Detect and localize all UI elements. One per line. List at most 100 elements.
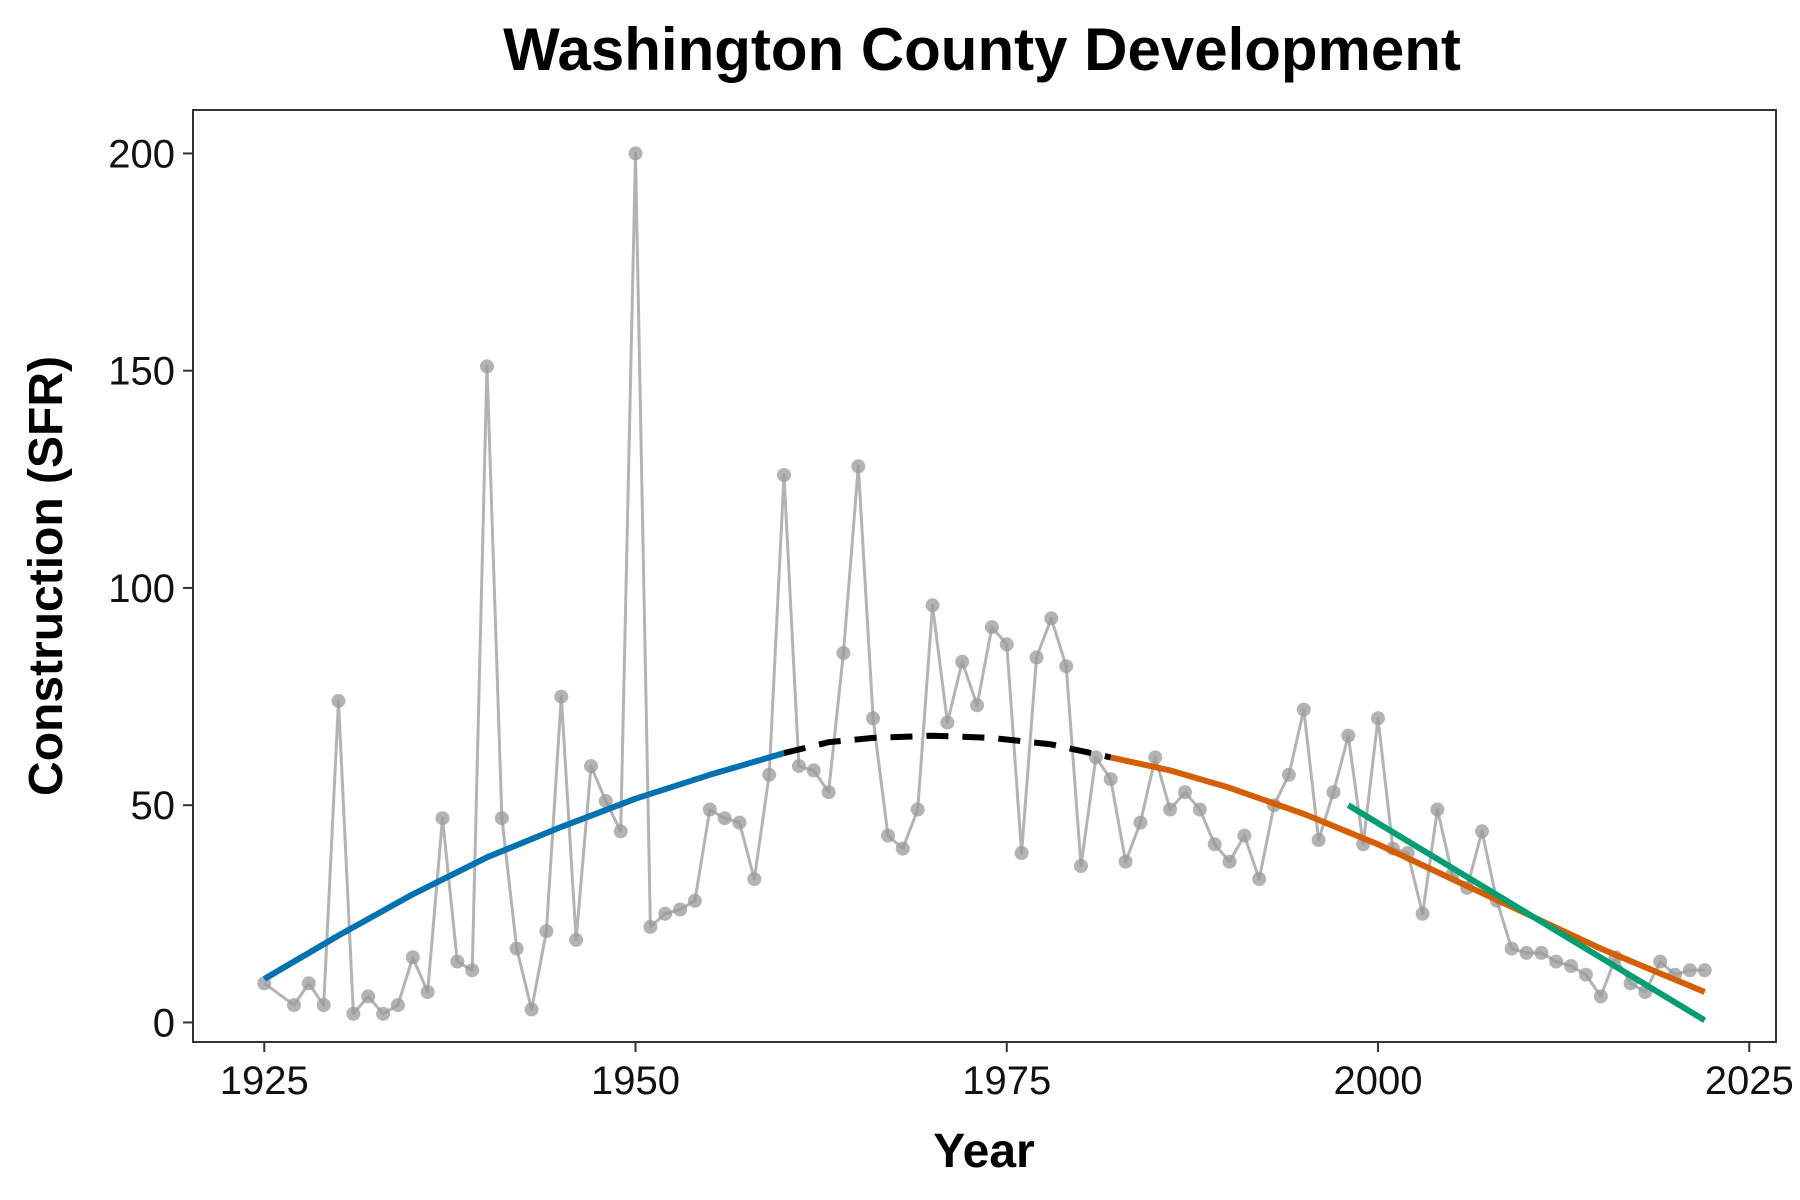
chart-title: Washington County Development <box>503 16 1461 83</box>
x-tick-label: 1925 <box>220 1059 309 1103</box>
observed-data-point <box>569 932 584 947</box>
observed-data-point <box>494 811 509 826</box>
observed-data-point <box>821 785 836 800</box>
observed-data-point <box>1341 728 1356 743</box>
observed-data-point <box>524 1002 539 1017</box>
observed-data-point <box>1222 854 1237 869</box>
observed-data-point <box>1103 772 1118 787</box>
observed-data-point <box>1014 846 1029 860</box>
observed-data-point <box>1133 815 1148 830</box>
observed-data-point <box>999 637 1014 652</box>
observed-data-point <box>895 841 910 856</box>
fit-curve-3 <box>1110 754 1706 995</box>
observed-data-point <box>1296 702 1311 717</box>
y-axis: 0 50 100 150 200 <box>108 132 193 1045</box>
observed-data-point <box>940 715 955 730</box>
observed-data-point <box>450 954 465 969</box>
observed-data-point <box>1326 785 1341 800</box>
observed-data-point <box>628 146 643 161</box>
observed-data-point <box>1192 802 1207 817</box>
fit-curve-2 <box>783 732 1112 761</box>
observed-data-point <box>1578 967 1593 982</box>
observed-data-point <box>1252 872 1267 887</box>
observed-data-point <box>598 793 613 808</box>
observed-data-point <box>287 998 301 1013</box>
observed-data-point <box>1475 824 1489 839</box>
observed-data-point <box>1118 854 1133 869</box>
observed-data-point <box>613 824 628 839</box>
observed-data-point <box>539 924 554 939</box>
observed-data-point <box>509 941 524 956</box>
observed-data-point <box>1504 941 1519 956</box>
y-tick-label: 100 <box>108 567 175 611</box>
observed-data-point <box>1178 785 1192 800</box>
observed-data-point <box>881 828 895 843</box>
observed-data-point <box>1415 906 1430 921</box>
observed-data-point <box>791 759 806 774</box>
observed-data-point <box>1519 945 1534 960</box>
observed-data-point <box>970 698 985 713</box>
observed-data-point <box>331 693 346 708</box>
observed-data-point <box>777 468 791 482</box>
observed-data-point <box>910 802 925 817</box>
observed-data-point <box>1564 959 1579 973</box>
x-tick-label: 2025 <box>1705 1059 1794 1103</box>
observed-data-point <box>1281 767 1296 782</box>
observed-data-point <box>762 767 777 782</box>
observed-data-point <box>1074 859 1088 873</box>
observed-data-point <box>1371 711 1385 726</box>
observed-data-point <box>1311 833 1326 847</box>
y-tick-label: 150 <box>108 350 175 394</box>
observed-data-point <box>836 646 851 661</box>
plot-marks <box>257 146 1712 1023</box>
observed-data-point <box>1593 989 1608 1004</box>
observed-data-point <box>925 598 940 613</box>
observed-data-point <box>1549 954 1564 969</box>
observed-data-point <box>955 654 970 669</box>
observed-data-point <box>584 759 598 774</box>
x-tick-label: 1950 <box>591 1059 680 1103</box>
observed-data-point <box>405 950 420 965</box>
observed-data-point <box>316 998 331 1013</box>
observed-data-point <box>1207 837 1222 852</box>
x-tick-label: 2000 <box>1334 1059 1423 1103</box>
observed-data-point <box>984 620 999 635</box>
observed-data-point <box>643 919 658 934</box>
observed-data-point <box>480 359 494 374</box>
observed-data-point <box>673 902 688 917</box>
observed-data-point <box>1029 650 1044 665</box>
observed-data-point <box>851 459 866 474</box>
observed-data-point <box>747 872 762 887</box>
observed-data-point <box>301 976 316 991</box>
observed-data-point <box>702 802 717 817</box>
fit-curve-1 <box>262 750 785 982</box>
observed-data-point <box>435 811 450 826</box>
y-tick-label: 0 <box>153 1001 175 1045</box>
observed-data-point <box>420 985 435 999</box>
observed-data-point <box>1534 945 1549 960</box>
observed-data-point <box>1163 802 1178 817</box>
observed-data-point <box>1653 954 1668 969</box>
observed-data-point <box>376 1006 391 1021</box>
observed-data-point <box>687 893 702 908</box>
observed-data-point <box>732 815 747 830</box>
x-axis: 1925 1950 1975 2000 2025 <box>220 1042 1794 1103</box>
observed-data-point <box>866 711 881 726</box>
plot-panel-border <box>192 109 1777 1043</box>
observed-data-point <box>658 906 673 921</box>
observed-data-point <box>554 689 569 704</box>
observed-data-point <box>1430 802 1445 817</box>
observed-data-point <box>1088 750 1103 765</box>
observed-data-point <box>390 998 405 1013</box>
y-tick-label: 200 <box>108 132 175 176</box>
observed-data-point <box>346 1006 361 1021</box>
x-axis-title: Year <box>933 1125 1034 1178</box>
observed-data-point <box>806 763 821 778</box>
observed-data-point <box>1237 828 1252 843</box>
fit-curve-4 <box>1346 802 1707 1023</box>
observed-data-point <box>1682 963 1697 978</box>
x-tick-label: 1975 <box>962 1059 1051 1103</box>
y-axis-title: Construction (SFR) <box>20 356 73 796</box>
